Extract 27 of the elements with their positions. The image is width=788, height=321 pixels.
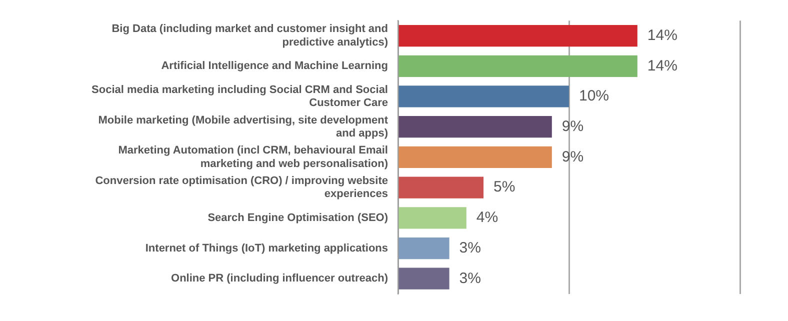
data-label: 3% [459, 270, 481, 287]
data-label: 9% [562, 118, 584, 135]
data-label: 14% [647, 26, 678, 44]
y-tick-label: Artificial Intelligence and Machine Learning [161, 60, 388, 72]
bar [398, 116, 552, 138]
y-tick-label: Marketing Automation (incl CRM, behavioural Email marketing and web personalisation) [118, 144, 388, 170]
data-label: 10% [579, 88, 610, 105]
bar [398, 146, 552, 168]
data-label: 4% [476, 209, 498, 226]
y-tick-label: Internet of Things (IoT) marketing applications [145, 242, 388, 254]
y-tick-label: Conversion rate optimisation (CRO) / improving website experiences [95, 174, 388, 200]
bar [398, 86, 569, 108]
bar [398, 55, 638, 77]
data-label: 3% [459, 239, 481, 256]
y-tick-label: Social media marketing including Social CRM and Social Customer Care [92, 84, 388, 110]
bar [398, 237, 450, 260]
y-tick-label: Mobile marketing (Mobile advertising, site development and apps) [98, 114, 388, 140]
y-tick-label: Search Engine Optimisation (SEO) [208, 212, 388, 224]
y-tick-label: Big Data (including market and customer insight and predictive analytics) [112, 23, 388, 48]
bar [398, 176, 484, 198]
data-label: 5% [494, 178, 516, 196]
bar [398, 207, 466, 229]
y-tick-label: Online PR (including influencer outreach) [171, 272, 388, 285]
data-label: 14% [647, 57, 678, 74]
bar [398, 24, 638, 47]
bar [398, 268, 450, 290]
data-label: 9% [562, 148, 584, 166]
